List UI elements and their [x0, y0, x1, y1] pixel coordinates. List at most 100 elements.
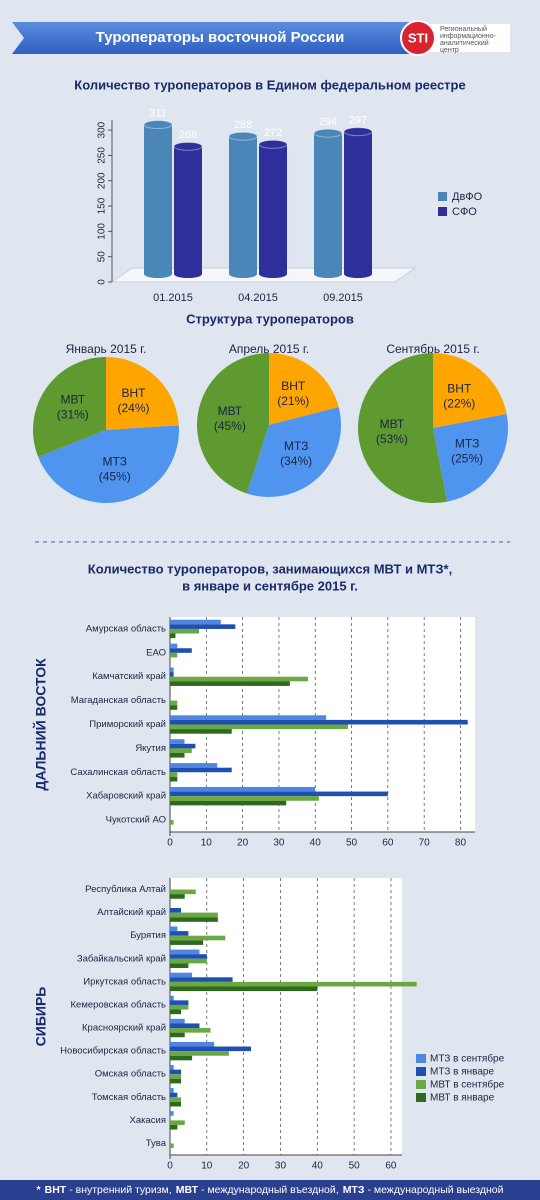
- category-label: Алтайский край: [97, 907, 166, 918]
- x-tick-label: 40: [312, 1161, 324, 1172]
- bar: [170, 667, 174, 673]
- bar: [170, 1092, 178, 1098]
- bar: [170, 986, 318, 992]
- footnote-term: МТЗ: [343, 1184, 365, 1196]
- bar: [170, 1097, 182, 1102]
- pie-slice: [38, 425, 180, 503]
- bar: [170, 1088, 174, 1093]
- bar: [170, 776, 178, 782]
- bar: [170, 912, 218, 918]
- bar: [170, 908, 182, 913]
- pie-title: Январь 2015 г.: [66, 342, 147, 356]
- x-tick-label: 30: [273, 838, 285, 849]
- banner-notch: [12, 22, 24, 54]
- x-tick-label: 20: [238, 1161, 250, 1172]
- legend-swatch: [416, 1080, 426, 1089]
- pie-slice: [246, 407, 341, 497]
- bar: [170, 786, 316, 792]
- category-label: Забайкальский край: [77, 953, 166, 964]
- bar: [170, 1018, 185, 1024]
- slice-label: МТЗ: [284, 439, 308, 453]
- bar: [170, 719, 468, 725]
- bar: [170, 1023, 200, 1029]
- x-tick-label: 09.2015: [323, 292, 363, 304]
- org-line: информационно-: [440, 33, 496, 40]
- y-axis-label: ДАЛЬНИЙ ВОСТОК: [32, 658, 49, 791]
- category-label: Магаданская область: [71, 695, 166, 706]
- bar: [170, 700, 178, 706]
- bar: [170, 800, 287, 806]
- pie-slice: [106, 357, 179, 430]
- bar: [170, 1009, 182, 1015]
- x-tick-label: 60: [382, 838, 394, 849]
- bar-top: [313, 128, 343, 138]
- plot-area: [170, 878, 402, 1155]
- bar: [170, 791, 388, 797]
- x-tick-label: 10: [201, 838, 213, 849]
- bar: [170, 1101, 182, 1107]
- bar: [229, 136, 257, 274]
- bar: [170, 672, 174, 677]
- x-tick-label: 04.2015: [238, 292, 278, 304]
- bar: [170, 1120, 185, 1125]
- bar: [170, 1028, 211, 1033]
- logo-text: STI: [408, 30, 428, 45]
- category-label: Камчатский край: [92, 671, 166, 682]
- bar: [170, 894, 185, 899]
- category-label: ЕАО: [146, 647, 166, 658]
- y-tick-label: 50: [97, 251, 108, 263]
- logo-circle: [400, 20, 436, 56]
- category-label: Приморский край: [89, 719, 166, 730]
- bar: [170, 1032, 185, 1038]
- footnote-text: - международный въездной,: [201, 1184, 339, 1196]
- category-label: Омская область: [95, 1069, 166, 1080]
- category-label: Хакасия: [130, 1115, 166, 1126]
- value-label: 268: [179, 129, 197, 141]
- slice-value: (21%): [277, 394, 309, 408]
- slice-label: МТЗ: [455, 436, 479, 450]
- slice-value: (24%): [117, 401, 149, 415]
- legend-swatch: [438, 192, 447, 201]
- bar: [259, 144, 287, 274]
- legend-swatch: [416, 1054, 426, 1063]
- value-label: 288: [234, 119, 252, 131]
- bar: [170, 1078, 182, 1084]
- chart-title: Количество туроператоров, занимающихся М…: [88, 561, 452, 576]
- bar: [170, 1074, 182, 1079]
- y-axis-label: СИБИРЬ: [33, 987, 49, 1047]
- bar: [170, 820, 174, 825]
- legend-swatch: [416, 1067, 426, 1076]
- bar: [170, 729, 232, 734]
- footnote-term: МВТ: [176, 1184, 199, 1196]
- x-tick-label: 50: [346, 838, 358, 849]
- bar: [170, 643, 178, 649]
- footnote-term: ВНТ: [45, 1184, 67, 1196]
- value-label: 272: [264, 127, 282, 139]
- slice-value: (45%): [214, 419, 246, 433]
- footnote: * ВНТ - внутренний туризм, МВТ - международн…: [37, 1184, 504, 1196]
- category-label: Томская область: [92, 1092, 166, 1103]
- x-tick-label: 70: [419, 838, 431, 849]
- bar: [170, 739, 185, 744]
- y-tick-label: 200: [97, 172, 108, 189]
- bar: [170, 648, 192, 653]
- pie-title: Апрель 2015 г.: [229, 342, 309, 356]
- slice-value: (53%): [376, 432, 408, 446]
- bar: [170, 624, 236, 629]
- category-label: Хабаровский край: [86, 791, 166, 802]
- org-line: центр: [440, 47, 459, 54]
- bar: [174, 146, 202, 274]
- bar: [170, 796, 319, 801]
- pie-slice: [196, 353, 269, 494]
- pie-slice: [357, 353, 448, 503]
- y-tick-label: 100: [97, 223, 108, 240]
- bar: [170, 752, 185, 758]
- footnote-text: - внутренний туризм,: [69, 1184, 172, 1196]
- bar: [170, 772, 178, 777]
- pie-slice: [433, 353, 507, 428]
- footnote-mark: *: [37, 1184, 42, 1196]
- legend-label: МВТ в январе: [430, 1093, 495, 1104]
- footnote-band: [0, 1180, 540, 1200]
- category-label: Новосибирская область: [60, 1046, 166, 1057]
